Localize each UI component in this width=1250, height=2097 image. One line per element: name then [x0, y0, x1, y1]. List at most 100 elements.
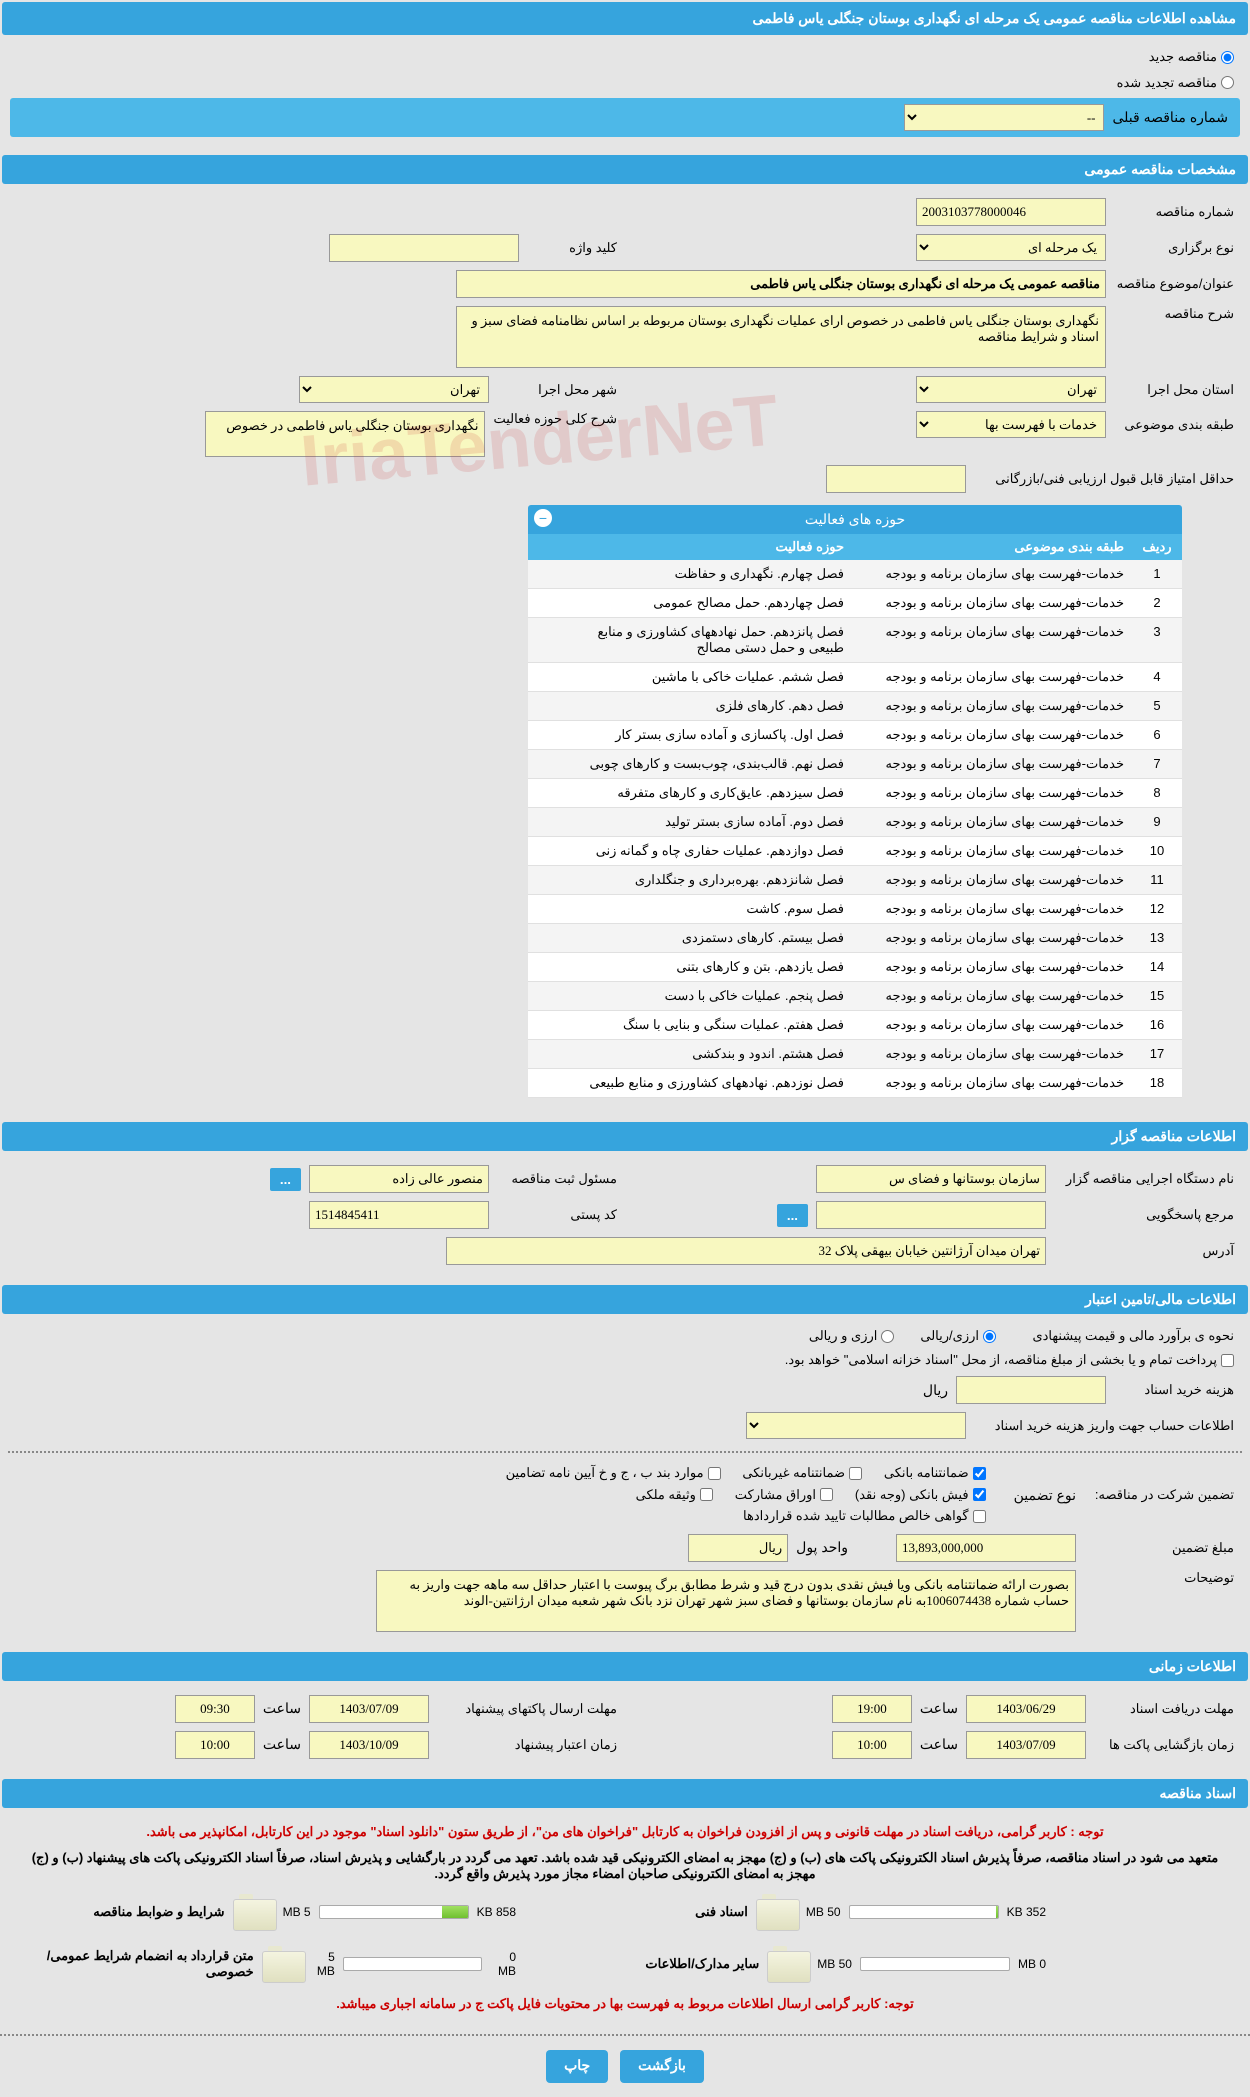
cell-cat: خدمات-فهرست بهای سازمان برنامه و بودجه [852, 667, 1132, 687]
table-row: 5خدمات-فهرست بهای سازمان برنامه و بودجهف… [528, 692, 1182, 721]
doc-terms-max: 5 MB [283, 1905, 311, 1919]
doc-fee-input[interactable] [956, 1376, 1106, 1404]
doc-terms: 858 KB 5 MB شرایط و ضوابط مناقصه [16, 1894, 516, 1930]
validity-time[interactable] [175, 1731, 255, 1759]
cell-act: فصل پانزدهم. حمل نهادههای کشاورزی و مناب… [572, 622, 852, 658]
cell-idx: 4 [1132, 667, 1182, 687]
doc-other-size: 0 MB [1018, 1957, 1046, 1971]
contact-label: مرجع پاسخگویی [1054, 1207, 1234, 1223]
tender-number-label: شماره مناقصه [1114, 204, 1234, 220]
deadline-receive-date[interactable] [966, 1695, 1086, 1723]
deadline-submit-date[interactable] [309, 1695, 429, 1723]
g-property[interactable]: وثیقه ملکی [636, 1487, 713, 1503]
cell-act: فصل شانزدهم. بهره‌برداری و جنگلداری [572, 870, 852, 890]
g-bank[interactable]: ضمانتنامه بانکی [884, 1465, 986, 1481]
table-row: 10خدمات-فهرست بهای سازمان برنامه و بودجه… [528, 837, 1182, 866]
reg-officer-input[interactable] [309, 1165, 489, 1193]
city-select[interactable]: تهران [299, 376, 489, 403]
est-method-opt1[interactable]: ارزی/ریالی [920, 1328, 996, 1344]
tender-number-input[interactable] [916, 198, 1106, 226]
g-bonds[interactable]: موارد بند ب ، ج و خ آیین نامه تضامین [506, 1465, 721, 1481]
cell-cat: خدمات-فهرست بهای سازمان برنامه و بودجه [852, 928, 1132, 948]
validity-date[interactable] [309, 1731, 429, 1759]
desc-textarea[interactable] [456, 306, 1106, 368]
cell-act: فصل ششم. عملیات خاکی با ماشین [572, 667, 852, 687]
explain-textarea[interactable] [376, 1570, 1076, 1632]
keyword-label: کلید واژه [527, 240, 617, 256]
g-approved[interactable]: گواهی خالص مطالبات تایید شده قراردادها [743, 1508, 986, 1524]
cell-idx: 11 [1132, 870, 1182, 890]
time-label-3: ساعت [263, 1700, 301, 1717]
treasury-checkbox[interactable]: پرداخت تمام و یا بخشی از مبلغ مناقصه، از… [785, 1352, 1234, 1368]
table-row: 15خدمات-فهرست بهای سازمان برنامه و بودجه… [528, 982, 1182, 1011]
contact-browse-button[interactable]: ... [777, 1204, 808, 1227]
opening-time[interactable] [832, 1731, 912, 1759]
folder-icon[interactable] [767, 1946, 809, 1982]
cell-cat: خدمات-فهرست بهای سازمان برنامه و بودجه [852, 841, 1132, 861]
cell-act: فصل دهم. کارهای فلزی [572, 696, 852, 716]
est-method-opt2[interactable]: ارزی و ریالی [809, 1328, 895, 1344]
owner-name-input[interactable] [816, 1165, 1046, 1193]
reg-officer-browse-button[interactable]: ... [270, 1168, 301, 1191]
guarantee-amount-input[interactable] [896, 1534, 1076, 1562]
table-row: 16خدمات-فهرست بهای سازمان برنامه و بودجه… [528, 1011, 1182, 1040]
address-input[interactable] [446, 1237, 1046, 1265]
notice-3: توجه: کاربر گرامی ارسال اطلاعات مربوط به… [8, 1990, 1242, 2018]
section-time-title: اطلاعات زمانی [2, 1652, 1248, 1681]
activity-scope-label: شرح کلی حوزه فعالیت [493, 411, 617, 427]
cell-idx: 7 [1132, 754, 1182, 774]
radio-renewed-input[interactable] [1221, 76, 1234, 89]
province-select[interactable]: تهران [916, 376, 1106, 403]
table-row: 6خدمات-فهرست بهای سازمان برنامه و بودجهف… [528, 721, 1182, 750]
g-nonbank[interactable]: ضمانتنامه غیربانکی [742, 1465, 862, 1481]
activities-table-header: ردیف طبقه بندی موضوعی حوزه فعالیت [528, 534, 1182, 560]
doc-contract-size: 0 MB [490, 1950, 516, 1978]
doc-contract-progress [343, 1957, 482, 1971]
cell-idx: 2 [1132, 593, 1182, 613]
cell-act: فصل هشتم. اندود و بندکشی [572, 1044, 852, 1064]
min-score-input[interactable] [826, 465, 966, 493]
activity-scope-textarea[interactable] [205, 411, 485, 457]
minimize-icon[interactable]: − [534, 509, 552, 527]
folder-icon[interactable] [262, 1946, 301, 1982]
opening-date[interactable] [966, 1731, 1086, 1759]
cell-cat: خدمات-فهرست بهای سازمان برنامه و بودجه [852, 812, 1132, 832]
category-label: طبقه بندی موضوعی [1114, 417, 1234, 433]
radio-new-tender[interactable]: مناقصه جدید [1149, 49, 1234, 65]
notice-1: توجه : کاربر گرامی، دریافت اسناد در مهلت… [8, 1818, 1242, 1846]
cell-act: فصل نهم. قالب‌بندی، چوب‌بست و کارهای چوب… [572, 754, 852, 774]
cell-act: فصل بیستم. کارهای دستمزدی [572, 928, 852, 948]
g-securities[interactable]: اوراق مشارکت [735, 1487, 833, 1503]
page-title: مشاهده اطلاعات مناقصه عمومی یک مرحله ای … [2, 2, 1248, 35]
keyword-input[interactable] [329, 234, 519, 262]
doc-tech-label: اسناد فنی [548, 1904, 748, 1920]
back-button[interactable]: بازگشت [620, 2050, 704, 2083]
type-select[interactable]: یک مرحله ای [916, 234, 1106, 261]
title-label: عنوان/موضوع مناقصه [1114, 276, 1234, 292]
folder-icon[interactable] [756, 1894, 798, 1930]
validity-label: زمان اعتبار پیشنهاد [437, 1737, 617, 1753]
prev-number-select[interactable]: -- [904, 104, 1104, 131]
cell-cat: خدمات-فهرست بهای سازمان برنامه و بودجه [852, 870, 1132, 890]
contact-input[interactable] [816, 1201, 1046, 1229]
doc-contract: 0 MB 5 MB متن قرارداد به انضمام شرایط عم… [16, 1946, 516, 1982]
deadline-receive-time[interactable] [832, 1695, 912, 1723]
postal-input[interactable] [309, 1201, 489, 1229]
unit-input[interactable] [688, 1534, 788, 1562]
unit-label: واحد پول [796, 1539, 848, 1556]
category-select[interactable]: خدمات با فهرست بها [916, 411, 1106, 438]
table-row: 1خدمات-فهرست بهای سازمان برنامه و بودجهف… [528, 560, 1182, 589]
cell-cat: خدمات-فهرست بهای سازمان برنامه و بودجه [852, 957, 1132, 977]
folder-icon[interactable] [233, 1894, 275, 1930]
doc-other-max: 50 MB [817, 1957, 852, 1971]
deadline-submit-time[interactable] [175, 1695, 255, 1723]
print-button[interactable]: چاپ [546, 2050, 608, 2083]
deposit-info-select[interactable] [746, 1412, 966, 1439]
title-input[interactable] [456, 270, 1106, 298]
radio-renewed-tender[interactable]: مناقصه تجدید شده [1117, 75, 1234, 91]
cell-act: فصل چهاردهم. حمل مصالح عمومی [572, 593, 852, 613]
radio-new-input[interactable] [1221, 51, 1234, 64]
cell-idx: 5 [1132, 696, 1182, 716]
g-fish[interactable]: فیش بانکی (وجه نقد) [855, 1487, 986, 1503]
deadline-receive-label: مهلت دریافت اسناد [1094, 1701, 1234, 1717]
